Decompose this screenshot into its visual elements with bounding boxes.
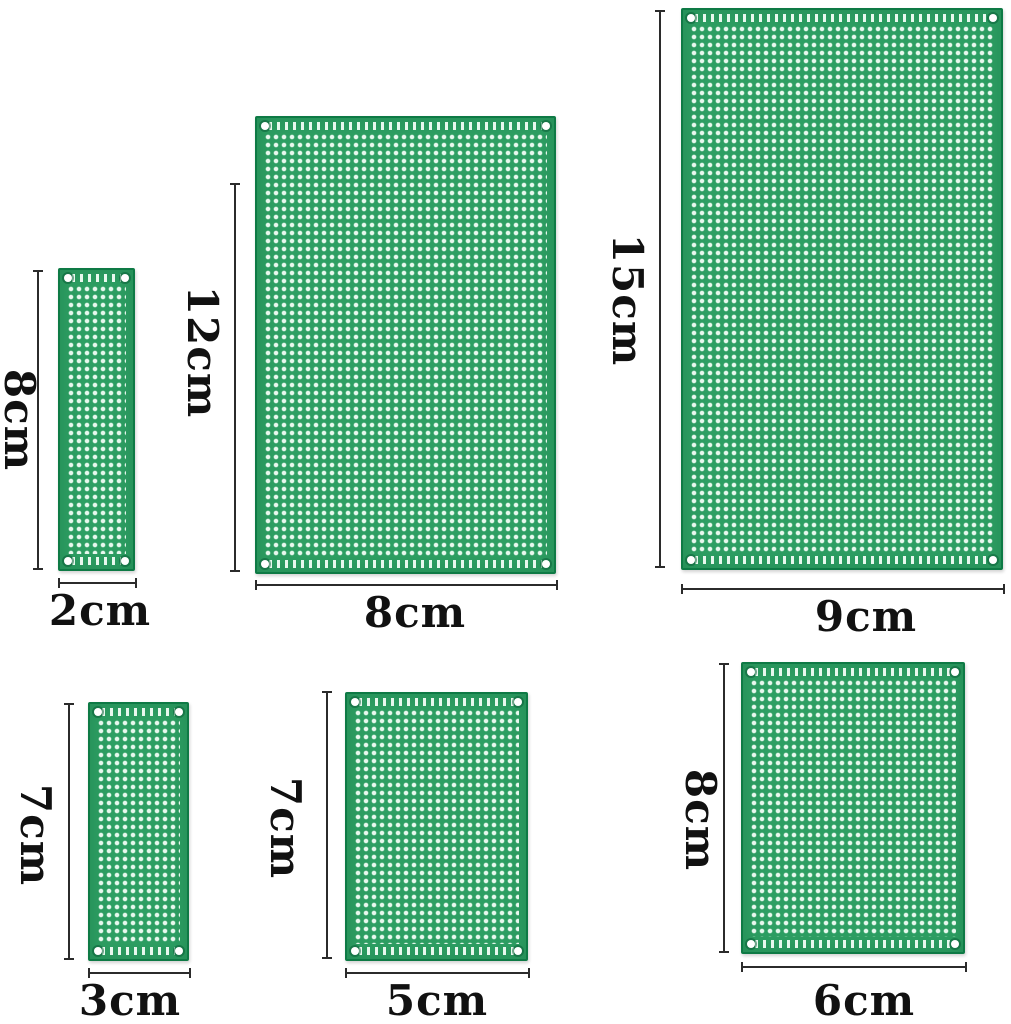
pad-row-bottom <box>72 557 121 565</box>
mounting-hole <box>542 122 550 130</box>
mounting-hole <box>261 122 269 130</box>
width-dimension-line <box>345 968 530 978</box>
height-dimension-line <box>33 270 43 570</box>
hole-grid <box>354 709 519 944</box>
mounting-hole <box>687 556 695 564</box>
mounting-hole <box>175 947 183 955</box>
width-label: 6cm <box>812 975 916 1024</box>
hole-grid <box>264 133 547 557</box>
pad-row-top <box>269 122 542 130</box>
mounting-hole <box>951 668 959 676</box>
height-dimension-line <box>64 703 74 960</box>
height-dimension-line <box>719 663 729 953</box>
width-dimension-line <box>741 962 967 972</box>
pcb-board-2x8cm <box>58 268 135 571</box>
mounting-hole <box>514 698 522 706</box>
width-dimension-line <box>681 584 1005 594</box>
height-dimension-line <box>322 691 332 959</box>
pad-row-top <box>755 668 951 676</box>
mounting-hole <box>351 947 359 955</box>
mounting-hole <box>121 274 129 282</box>
mounting-hole <box>687 14 695 22</box>
mounting-hole <box>64 274 72 282</box>
mounting-hole <box>94 947 102 955</box>
hole-grid <box>67 285 126 554</box>
hole-grid <box>690 25 994 553</box>
width-label: 8cm <box>363 587 467 637</box>
mounting-hole <box>747 668 755 676</box>
height-dimension-line <box>655 10 665 568</box>
mounting-hole <box>514 947 522 955</box>
mounting-hole <box>121 557 129 565</box>
width-label: 5cm <box>385 975 489 1024</box>
width-label: 3cm <box>78 975 182 1024</box>
width-label: 9cm <box>814 591 918 641</box>
pad-row-bottom <box>269 560 542 568</box>
pad-row-bottom <box>359 947 514 955</box>
pcb-board-3x7cm <box>88 702 189 961</box>
pad-row-top <box>72 274 121 282</box>
pad-row-top <box>359 698 514 706</box>
height-dimension-line <box>230 183 240 572</box>
mounting-hole <box>175 708 183 716</box>
width-dimension-line <box>255 580 558 590</box>
mounting-hole <box>989 14 997 22</box>
pad-row-top <box>102 708 175 716</box>
width-dimension-line <box>88 968 191 978</box>
mounting-hole <box>64 557 72 565</box>
height-label: 12cm <box>178 285 228 419</box>
height-label: 15cm <box>603 233 653 367</box>
pcb-board-6x8cm <box>741 662 965 954</box>
hole-grid <box>97 719 180 944</box>
pcb-board-9x15cm <box>681 8 1003 570</box>
pcb-board-5x7cm <box>345 692 528 961</box>
height-label: 8cm <box>676 768 726 872</box>
width-label: 2cm <box>48 585 152 635</box>
pad-row-bottom <box>695 556 989 564</box>
pad-row-bottom <box>102 947 175 955</box>
mounting-hole <box>989 556 997 564</box>
mounting-hole <box>94 708 102 716</box>
height-label: 7cm <box>261 776 311 880</box>
hole-grid <box>750 679 956 937</box>
pad-row-top <box>695 14 989 22</box>
height-label: 8cm <box>0 368 45 472</box>
mounting-hole <box>747 940 755 948</box>
mounting-hole <box>261 560 269 568</box>
mounting-hole <box>542 560 550 568</box>
mounting-hole <box>351 698 359 706</box>
pad-row-bottom <box>755 940 951 948</box>
pcb-board-8x12cm <box>255 116 556 574</box>
width-dimension-line <box>58 578 137 588</box>
height-label: 7cm <box>11 783 61 887</box>
mounting-hole <box>951 940 959 948</box>
